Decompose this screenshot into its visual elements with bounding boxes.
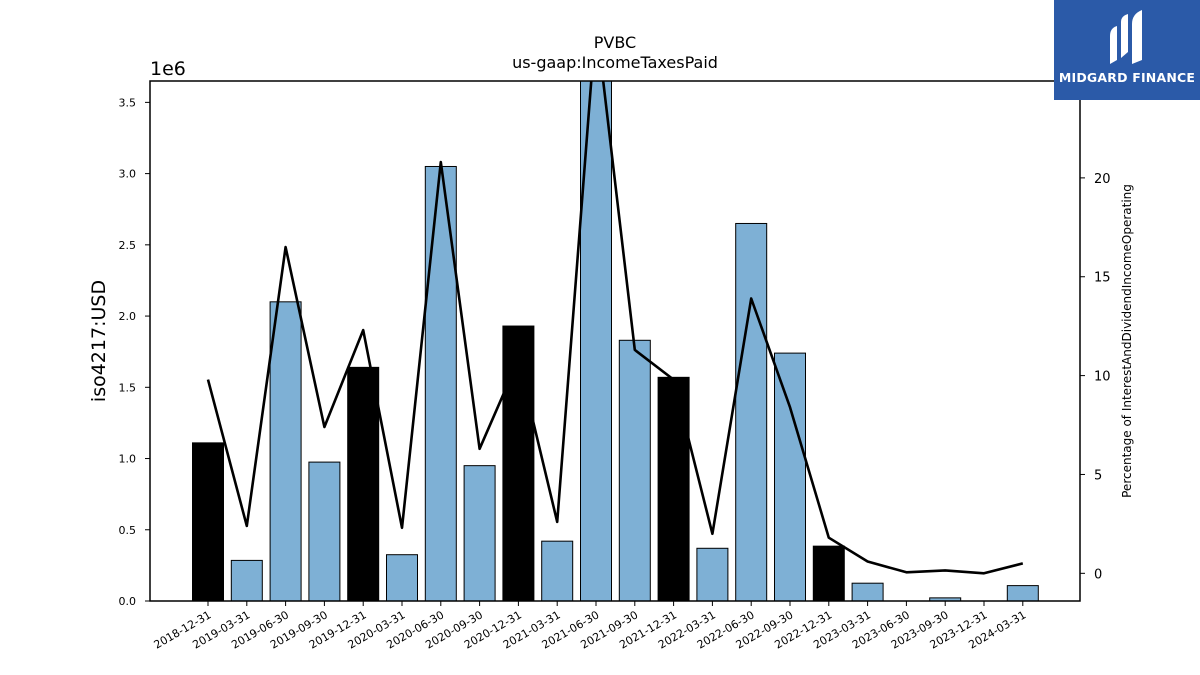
bar-2024-03-31 [1006,585,1039,601]
y-tick-label: 1.5 [119,381,137,394]
y-tick-label: 2.0 [119,310,137,323]
bar-2019-03-31 [230,559,263,601]
y2-tick-label: 0 [1094,567,1102,582]
plot-frame [149,80,1081,602]
y2-tick-label: 20 [1094,172,1111,187]
y-axis-ticks: 0.0 0.5 1.0 1.5 2.0 2.5 3.0 3.5 [119,96,150,608]
bar-2020-12-31 [502,325,535,601]
bar-2019-06-30 [269,301,302,601]
y-tick-label: 2.5 [119,239,137,252]
bar-2019-09-30 [308,461,341,601]
bar-2020-03-31 [386,554,418,601]
y-tick-label: 3.0 [119,168,137,181]
y-tick-label: 3.5 [119,96,137,109]
y2-axis-label: Percentage of InterestAndDividendIncomeO… [1120,184,1134,498]
bar-2020-06-30 [424,165,457,601]
bar-2022-06-30 [735,222,768,601]
bar-2022-03-31 [696,547,729,601]
y-tick-label: 0.5 [119,524,137,537]
logo-mark-icon [1110,10,1142,64]
bar-2019-12-31 [347,366,380,601]
logo-text: MIDGARD FINANCE [1058,70,1196,85]
y2-tick-label: 15 [1094,271,1111,286]
ratio-line [206,81,1024,575]
y-tick-label: 1.0 [119,453,137,466]
bar-2023-09-30 [929,597,962,601]
bar-2021-03-31 [541,540,574,601]
bar-2023-03-31 [851,582,884,601]
y2-axis-ticks: 0 5 10 15 20 [1080,172,1111,582]
chart-title: PVBC [594,33,636,52]
bar-2021-12-31 [657,376,690,601]
bar-2022-09-30 [774,352,806,601]
y2-tick-label: 10 [1094,370,1111,385]
ratio-line-series [206,81,1024,575]
brand-logo: MIDGARD FINANCE [1054,0,1200,100]
bar-2022-12-31 [812,545,845,601]
bar-2021-09-30 [618,339,651,601]
y-offset-label: 1e6 [150,58,186,80]
y-tick-label: 0.0 [119,595,137,608]
y2-tick-label: 5 [1094,468,1102,483]
bar-series [192,81,1039,601]
chart-subtitle: us-gaap:IncomeTaxesPaid [512,53,718,72]
x-axis-ticks: 2018-12-312019-03-312019-06-302019-09-30… [152,601,1028,652]
bar-2018-12-31 [192,442,224,601]
y-axis-label: iso4217:USD [88,280,110,402]
bar-2020-09-30 [463,465,496,601]
